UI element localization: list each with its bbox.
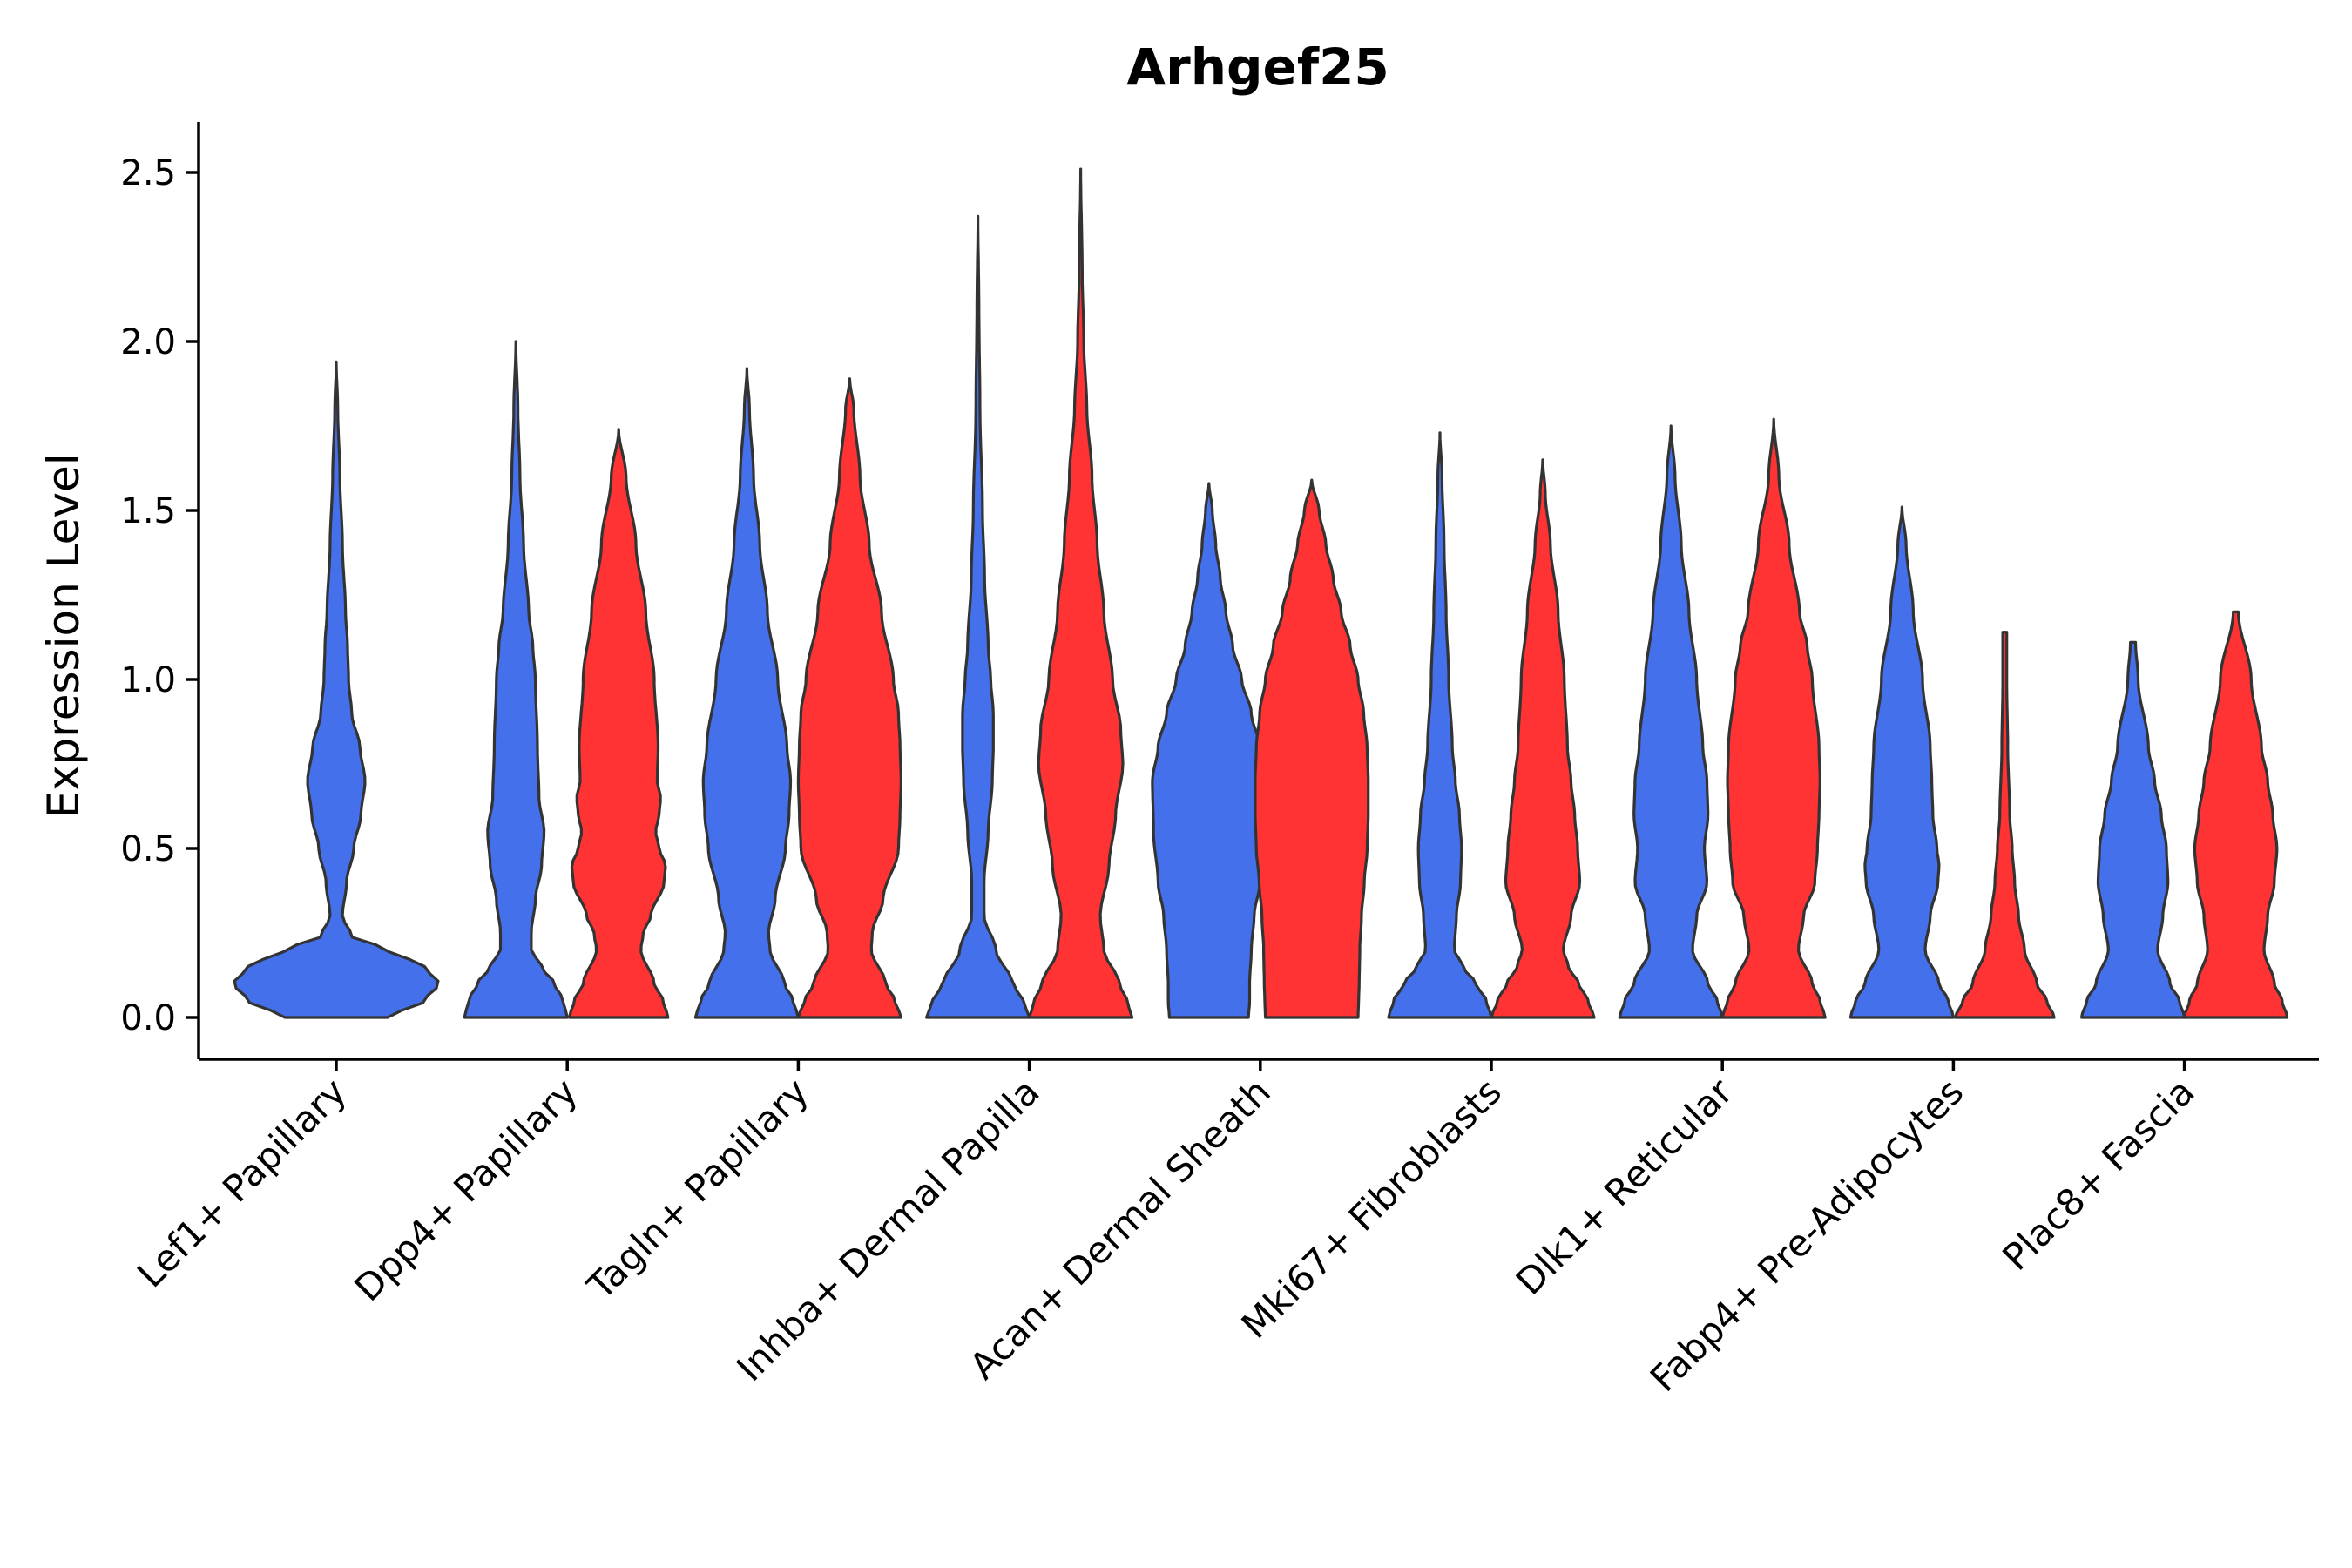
- violin-acan-dermal-sheath-blue: [1151, 482, 1267, 1019]
- violin-inhba-dermal-papilla-blue: [925, 214, 1031, 1019]
- violin-plac8-fascia-blue: [2080, 640, 2186, 1019]
- violin-tagln-papillary-blue: [693, 367, 800, 1019]
- y-tick-label: 1.5: [120, 491, 176, 531]
- violins-layer: [233, 167, 2289, 1019]
- y-tick-label: 2.0: [120, 322, 176, 362]
- x-category-label: Plac8+ Fascia: [1994, 1070, 2202, 1278]
- y-tick-label: 0.5: [120, 829, 176, 869]
- violin-tagln-papillary-red: [796, 377, 902, 1019]
- y-tick-label: 1.0: [120, 660, 176, 700]
- violin-acan-dermal-sheath-red: [1254, 478, 1370, 1019]
- x-category-label: Dpp4+ Papillary: [346, 1070, 585, 1309]
- violin-mki67-fibroblasts-blue: [1387, 431, 1493, 1019]
- y-tick-label: 0.0: [120, 998, 176, 1038]
- y-tick-label: 2.5: [120, 153, 176, 193]
- violin-dpp4-papillary-blue: [463, 340, 569, 1019]
- y-axis-label: Expression Level: [38, 453, 89, 818]
- violin-fabp4-pre-adipocytes-blue: [1848, 505, 1955, 1019]
- x-category-label: Tagln+ Papillary: [578, 1070, 816, 1308]
- x-category-label: Mki67+ Fibroblasts: [1233, 1070, 1510, 1346]
- violin-dlk1-reticular-red: [1720, 417, 1827, 1019]
- violin-fabp4-pre-adipocytes-red: [1954, 631, 2056, 1019]
- violin-dlk1-reticular-blue: [1618, 424, 1724, 1019]
- violin-plac8-fascia-red: [2183, 610, 2289, 1019]
- violin-inhba-dermal-papilla-red: [1028, 167, 1134, 1019]
- violin-dpp4-papillary-red: [568, 428, 670, 1019]
- x-category-label: Lef1+ Papillary: [129, 1070, 355, 1295]
- x-category-label: Dlk1+ Reticular: [1508, 1070, 1741, 1303]
- violin-mki67-fibroblasts-red: [1490, 458, 1596, 1019]
- chart-title: Arhgef25: [1126, 37, 1389, 97]
- violin-lef1-papillary-blue: [233, 360, 440, 1019]
